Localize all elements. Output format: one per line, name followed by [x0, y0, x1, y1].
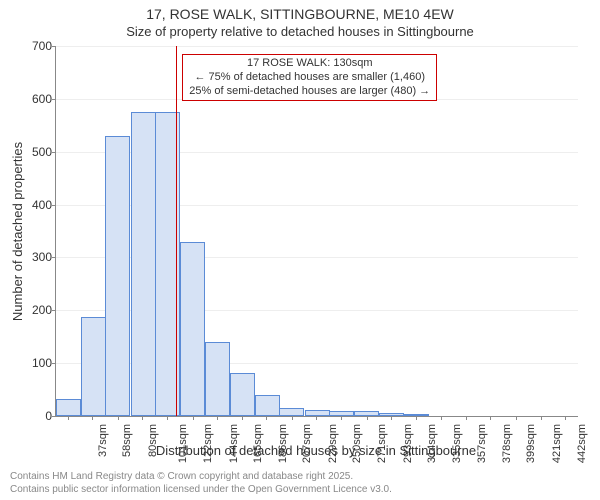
- x-tick-mark: [490, 416, 491, 420]
- gridline: [56, 46, 578, 47]
- x-tick-mark: [193, 416, 194, 420]
- x-tick-mark: [292, 416, 293, 420]
- x-tick-label: 378sqm: [501, 424, 513, 463]
- histogram-bar: [81, 317, 106, 416]
- y-tick-label: 700: [32, 39, 52, 53]
- y-tick-label: 400: [32, 198, 52, 212]
- histogram-bar: [105, 136, 130, 416]
- x-tick-label: 58sqm: [121, 424, 133, 457]
- y-tick-label: 300: [32, 250, 52, 264]
- y-axis-label: Number of detached properties: [10, 46, 26, 416]
- histogram-bar: [205, 342, 230, 416]
- x-tick-label: 399sqm: [526, 424, 538, 463]
- x-tick-label: 250sqm: [352, 424, 364, 463]
- y-tick-mark: [52, 363, 56, 364]
- histogram-bar: [279, 408, 304, 416]
- x-tick-mark: [68, 416, 69, 420]
- chart-title: 17, ROSE WALK, SITTINGBOURNE, ME10 4EW: [0, 6, 600, 22]
- marker-annotation: 17 ROSE WALK: 130sqm← 75% of detached ho…: [182, 54, 437, 101]
- x-tick-mark: [466, 416, 467, 420]
- x-tick-mark: [391, 416, 392, 420]
- x-tick-label: 101sqm: [178, 424, 190, 463]
- x-tick-mark: [367, 416, 368, 420]
- x-tick-mark: [217, 416, 218, 420]
- x-axis-label: Distribution of detached houses by size …: [55, 443, 577, 458]
- x-tick-mark: [441, 416, 442, 420]
- histogram-bar: [255, 395, 280, 416]
- x-tick-mark: [118, 416, 119, 420]
- x-tick-mark: [167, 416, 168, 420]
- y-tick-mark: [52, 310, 56, 311]
- histogram-bar: [56, 399, 81, 416]
- attribution-text: Contains HM Land Registry data © Crown c…: [10, 470, 392, 496]
- y-tick-label: 100: [32, 356, 52, 370]
- x-tick-label: 335sqm: [451, 424, 463, 463]
- x-tick-mark: [541, 416, 542, 420]
- x-tick-label: 80sqm: [147, 424, 159, 457]
- y-tick-label: 0: [45, 409, 52, 423]
- x-tick-mark: [341, 416, 342, 420]
- histogram-bar: [230, 373, 255, 416]
- y-tick-label: 600: [32, 92, 52, 106]
- x-tick-label: 122sqm: [202, 424, 214, 463]
- x-tick-label: 37sqm: [97, 424, 109, 457]
- x-tick-label: 207sqm: [301, 424, 313, 463]
- x-tick-label: 229sqm: [327, 424, 339, 463]
- x-tick-label: 165sqm: [252, 424, 264, 463]
- x-tick-mark: [242, 416, 243, 420]
- y-tick-mark: [52, 99, 56, 100]
- x-tick-mark: [316, 416, 317, 420]
- x-tick-label: 421sqm: [551, 424, 563, 463]
- y-tick-label: 500: [32, 145, 52, 159]
- x-tick-label: 144sqm: [228, 424, 240, 463]
- y-tick-mark: [52, 257, 56, 258]
- chart-subtitle: Size of property relative to detached ho…: [0, 24, 600, 39]
- marker-line: [176, 46, 177, 416]
- plot-area: 17 ROSE WALK: 130sqm← 75% of detached ho…: [55, 46, 578, 417]
- y-tick-mark: [52, 416, 56, 417]
- x-tick-label: 442sqm: [576, 424, 588, 463]
- histogram-bar: [180, 242, 205, 416]
- y-tick-label: 200: [32, 303, 52, 317]
- property-size-histogram: 17, ROSE WALK, SITTINGBOURNE, ME10 4EW S…: [0, 0, 600, 500]
- y-tick-mark: [52, 205, 56, 206]
- x-tick-mark: [142, 416, 143, 420]
- y-tick-mark: [52, 46, 56, 47]
- x-tick-mark: [92, 416, 93, 420]
- x-tick-mark: [516, 416, 517, 420]
- x-tick-label: 357sqm: [477, 424, 489, 463]
- x-tick-label: 314sqm: [426, 424, 438, 463]
- y-tick-mark: [52, 152, 56, 153]
- x-tick-label: 293sqm: [402, 424, 414, 463]
- x-tick-label: 186sqm: [277, 424, 289, 463]
- histogram-bar: [131, 112, 156, 416]
- x-tick-label: 271sqm: [376, 424, 388, 463]
- x-tick-mark: [266, 416, 267, 420]
- x-tick-mark: [565, 416, 566, 420]
- x-tick-mark: [416, 416, 417, 420]
